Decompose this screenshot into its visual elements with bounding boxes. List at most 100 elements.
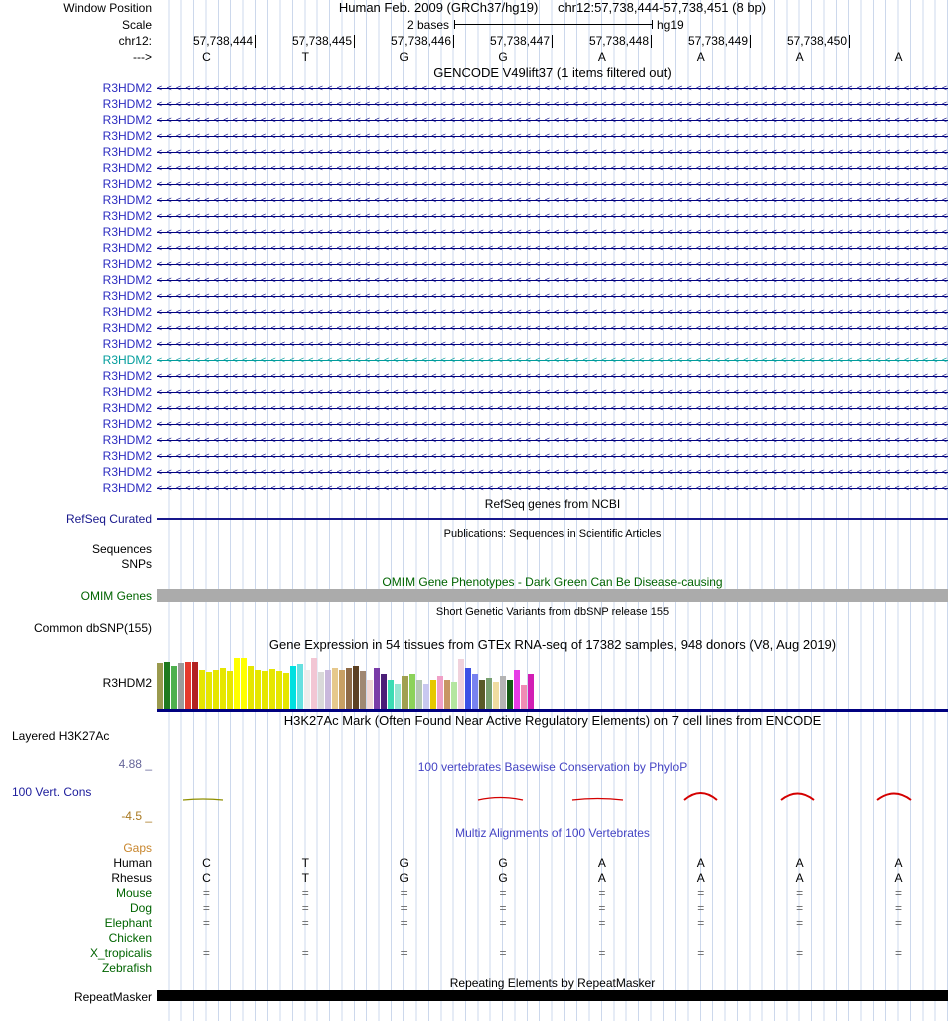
gtex-tissue-bar[interactable] [206,672,212,709]
species-label[interactable]: Rhesus [111,871,152,885]
gene-exon-line[interactable]: <<<<<<<<<<<<<<<<<<<<<<<<<<<<<<<<<<<<<<<<… [157,96,948,112]
gene-exon-line[interactable]: <<<<<<<<<<<<<<<<<<<<<<<<<<<<<<<<<<<<<<<<… [157,160,948,176]
sequences-label[interactable]: Sequences [91,542,152,556]
gene-label[interactable]: R3HDM2 [102,353,152,367]
gene-row[interactable]: R3HDM2 <<<<<<<<<<<<<<<<<<<<<<<<<<<<<<<<<<… [0,352,950,368]
gtex-tissue-bar[interactable] [248,666,254,709]
species-label[interactable]: Dog [129,901,152,915]
gtex-tissue-bar[interactable] [514,670,520,709]
gene-exon-line[interactable]: <<<<<<<<<<<<<<<<<<<<<<<<<<<<<<<<<<<<<<<<… [157,384,948,400]
refseq-curated-label[interactable]: RefSeq Curated [65,512,152,526]
gene-exon-line[interactable]: <<<<<<<<<<<<<<<<<<<<<<<<<<<<<<<<<<<<<<<<… [157,368,948,384]
gtex-tissue-bar[interactable] [409,674,415,709]
gene-exon-line[interactable]: <<<<<<<<<<<<<<<<<<<<<<<<<<<<<<<<<<<<<<<<… [157,480,948,496]
gtex-tissue-bar[interactable] [465,668,471,709]
gene-exon-line[interactable]: <<<<<<<<<<<<<<<<<<<<<<<<<<<<<<<<<<<<<<<<… [157,256,948,272]
gene-label[interactable]: R3HDM2 [102,241,152,255]
gtex-tissue-bar[interactable] [374,668,380,709]
gene-label[interactable]: R3HDM2 [102,337,152,351]
gtex-tissue-bar[interactable] [437,676,443,709]
gene-label[interactable]: R3HDM2 [102,113,152,127]
gtex-tissue-bar[interactable] [234,658,240,709]
gene-label[interactable]: R3HDM2 [102,321,152,335]
gtex-tissue-bar[interactable] [416,680,422,709]
gtex-gene-label[interactable]: R3HDM2 [102,676,152,690]
gene-row[interactable]: R3HDM2 <<<<<<<<<<<<<<<<<<<<<<<<<<<<<<<<<<… [0,400,950,416]
gtex-tissue-bar[interactable] [353,666,359,709]
gtex-tissue-bar[interactable] [486,678,492,709]
gene-label[interactable]: R3HDM2 [102,449,152,463]
gene-exon-line[interactable]: <<<<<<<<<<<<<<<<<<<<<<<<<<<<<<<<<<<<<<<<… [157,416,948,432]
gene-row[interactable]: R3HDM2 <<<<<<<<<<<<<<<<<<<<<<<<<<<<<<<<<<… [0,80,950,96]
gene-row[interactable]: R3HDM2 <<<<<<<<<<<<<<<<<<<<<<<<<<<<<<<<<<… [0,112,950,128]
gene-row[interactable]: R3HDM2 <<<<<<<<<<<<<<<<<<<<<<<<<<<<<<<<<<… [0,416,950,432]
gene-row[interactable]: R3HDM2 <<<<<<<<<<<<<<<<<<<<<<<<<<<<<<<<<<… [0,96,950,112]
gene-exon-line[interactable]: <<<<<<<<<<<<<<<<<<<<<<<<<<<<<<<<<<<<<<<<… [157,192,948,208]
gene-exon-line[interactable]: <<<<<<<<<<<<<<<<<<<<<<<<<<<<<<<<<<<<<<<<… [157,432,948,448]
gtex-tissue-bar[interactable] [402,676,408,709]
gene-label[interactable]: R3HDM2 [102,305,152,319]
gene-exon-line[interactable]: <<<<<<<<<<<<<<<<<<<<<<<<<<<<<<<<<<<<<<<<… [157,80,948,96]
phylop-plot[interactable] [157,778,948,822]
gene-row[interactable]: R3HDM2 <<<<<<<<<<<<<<<<<<<<<<<<<<<<<<<<<<… [0,368,950,384]
gene-exon-line[interactable]: <<<<<<<<<<<<<<<<<<<<<<<<<<<<<<<<<<<<<<<<… [157,176,948,192]
gtex-tissue-bar[interactable] [332,668,338,709]
gene-label[interactable]: R3HDM2 [102,481,152,495]
gtex-tissue-bar[interactable] [458,659,464,709]
dbsnp-label[interactable]: Common dbSNP(155) [33,621,152,635]
gene-label[interactable]: R3HDM2 [102,209,152,223]
gtex-tissue-bar[interactable] [297,664,303,709]
gtex-tissue-bar[interactable] [472,674,478,709]
gene-label[interactable]: R3HDM2 [102,193,152,207]
gtex-tissue-bar[interactable] [157,663,163,709]
gene-exon-line[interactable]: <<<<<<<<<<<<<<<<<<<<<<<<<<<<<<<<<<<<<<<<… [157,128,948,144]
phylop-label[interactable]: 100 Vert. Cons [12,785,92,799]
gene-row[interactable]: R3HDM2 <<<<<<<<<<<<<<<<<<<<<<<<<<<<<<<<<<… [0,288,950,304]
gtex-tissue-bar[interactable] [276,671,282,709]
gtex-tissue-bar[interactable] [395,684,401,709]
gtex-tissue-bar[interactable] [262,671,268,709]
gene-row[interactable]: R3HDM2 <<<<<<<<<<<<<<<<<<<<<<<<<<<<<<<<<<… [0,240,950,256]
gene-row[interactable]: R3HDM2 <<<<<<<<<<<<<<<<<<<<<<<<<<<<<<<<<<… [0,272,950,288]
gtex-tissue-bar[interactable] [479,680,485,709]
gene-row[interactable]: R3HDM2 <<<<<<<<<<<<<<<<<<<<<<<<<<<<<<<<<<… [0,144,950,160]
gene-row[interactable]: R3HDM2 <<<<<<<<<<<<<<<<<<<<<<<<<<<<<<<<<<… [0,256,950,272]
gtex-tissue-bar[interactable] [493,682,499,709]
gtex-tissue-bar[interactable] [304,670,310,709]
gene-exon-line[interactable]: <<<<<<<<<<<<<<<<<<<<<<<<<<<<<<<<<<<<<<<<… [157,448,948,464]
gene-row[interactable]: R3HDM2 <<<<<<<<<<<<<<<<<<<<<<<<<<<<<<<<<<… [0,336,950,352]
gene-exon-line[interactable]: <<<<<<<<<<<<<<<<<<<<<<<<<<<<<<<<<<<<<<<<… [157,400,948,416]
gene-label[interactable]: R3HDM2 [102,97,152,111]
gene-row[interactable]: R3HDM2 <<<<<<<<<<<<<<<<<<<<<<<<<<<<<<<<<<… [0,304,950,320]
gtex-tissue-bar[interactable] [423,684,429,709]
gtex-tissue-bar[interactable] [444,680,450,709]
gene-label[interactable]: R3HDM2 [102,417,152,431]
gene-exon-line[interactable]: <<<<<<<<<<<<<<<<<<<<<<<<<<<<<<<<<<<<<<<<… [157,288,948,304]
gtex-tissue-bar[interactable] [290,666,296,709]
h3k27ac-label[interactable]: Layered H3K27Ac [12,729,110,743]
species-label[interactable]: Gaps [123,841,152,855]
gtex-tissue-bar[interactable] [241,658,247,709]
gene-exon-line[interactable]: <<<<<<<<<<<<<<<<<<<<<<<<<<<<<<<<<<<<<<<<… [157,144,948,160]
gene-label[interactable]: R3HDM2 [102,161,152,175]
gene-exon-line[interactable]: <<<<<<<<<<<<<<<<<<<<<<<<<<<<<<<<<<<<<<<<… [157,320,948,336]
gtex-tissue-bar[interactable] [360,671,366,709]
species-label[interactable]: X_tropicalis [89,946,152,960]
gtex-tissue-bar[interactable] [255,670,261,709]
gene-label[interactable]: R3HDM2 [102,465,152,479]
gtex-tissue-bar[interactable] [283,673,289,709]
gene-label[interactable]: R3HDM2 [102,369,152,383]
gtex-tissue-bar[interactable] [430,680,436,709]
gtex-tissue-bar[interactable] [339,670,345,709]
gene-exon-line[interactable]: <<<<<<<<<<<<<<<<<<<<<<<<<<<<<<<<<<<<<<<<… [157,112,948,128]
gene-label[interactable]: R3HDM2 [102,145,152,159]
gene-label[interactable]: R3HDM2 [102,289,152,303]
omim-genes-label[interactable]: OMIM Genes [80,589,152,603]
gtex-tissue-bar[interactable] [346,668,352,709]
gtex-tissue-bar[interactable] [521,685,527,709]
gtex-tissue-bar[interactable] [220,668,226,709]
gene-row[interactable]: R3HDM2 <<<<<<<<<<<<<<<<<<<<<<<<<<<<<<<<<<… [0,176,950,192]
gtex-tissue-bar[interactable] [318,672,324,709]
repeatmasker-label[interactable]: RepeatMasker [73,990,152,1004]
gene-row[interactable]: R3HDM2 <<<<<<<<<<<<<<<<<<<<<<<<<<<<<<<<<<… [0,208,950,224]
